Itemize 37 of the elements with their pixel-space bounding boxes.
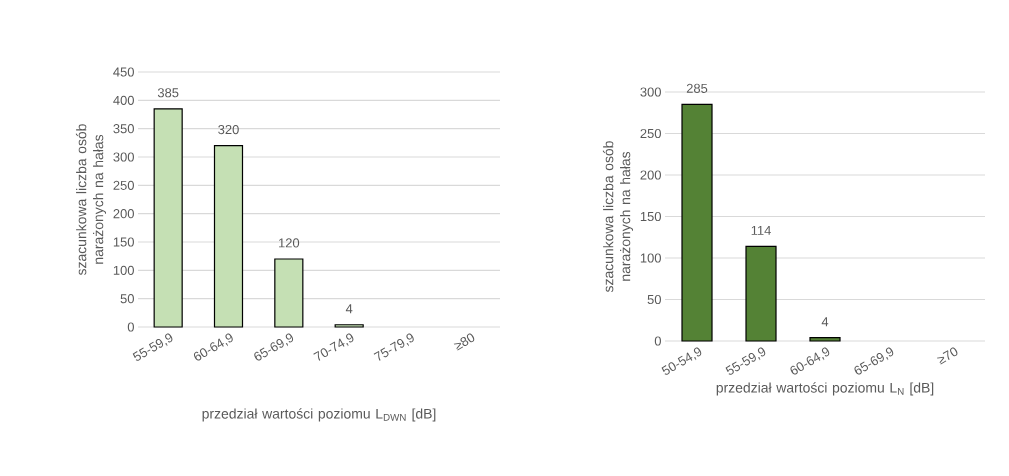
bar bbox=[809, 337, 841, 342]
y-tick-label: 200 bbox=[113, 209, 134, 219]
bar bbox=[745, 245, 777, 342]
data-label: 320 bbox=[218, 124, 239, 135]
bar bbox=[153, 108, 183, 328]
bar bbox=[681, 103, 713, 342]
y-tick-label: 400 bbox=[113, 95, 134, 105]
y-tick-label: 100 bbox=[640, 253, 661, 263]
y-tick-label: 150 bbox=[640, 211, 661, 222]
y-tick-label: 250 bbox=[113, 180, 134, 190]
y-tick-label: 50 bbox=[647, 294, 661, 305]
x-axis-title: przedział wartości poziomu L$_{N}$ [dB] bbox=[716, 382, 934, 396]
bar bbox=[334, 324, 364, 328]
y-tick-label: 100 bbox=[113, 265, 134, 275]
y-tick-label: 350 bbox=[113, 124, 134, 134]
x-tick-label: ≥70 bbox=[936, 347, 958, 365]
data-label: 120 bbox=[279, 238, 300, 248]
x-axis-title: przedział wartości poziomu L$_{DWN}$ [dB] bbox=[202, 408, 436, 422]
y-tick-label: 450 bbox=[113, 67, 134, 77]
y-axis-title: szacunkowa liczba osób narażonych na hałas bbox=[602, 141, 634, 293]
bar bbox=[213, 145, 244, 328]
y-tick-label: 300 bbox=[640, 87, 661, 97]
data-label: 4 bbox=[821, 317, 829, 327]
y-tick-label: 0 bbox=[127, 322, 134, 332]
x-tick-label: ≥80 bbox=[453, 333, 475, 351]
y-axis-title: szacunkowa liczba osób narażonych na hałas bbox=[75, 124, 107, 276]
data-label: 4 bbox=[345, 304, 353, 314]
y-tick-label: 150 bbox=[113, 237, 134, 247]
y-tick-label: 50 bbox=[120, 294, 134, 304]
bar bbox=[274, 258, 304, 328]
y-tick-label: 200 bbox=[640, 170, 661, 180]
data-label: 114 bbox=[751, 225, 771, 235]
y-tick-label: 0 bbox=[654, 336, 661, 346]
y-tick-label: 300 bbox=[113, 152, 134, 162]
data-label: 285 bbox=[686, 83, 708, 93]
y-tick-label: 250 bbox=[640, 128, 661, 139]
data-label: 385 bbox=[157, 88, 179, 98]
